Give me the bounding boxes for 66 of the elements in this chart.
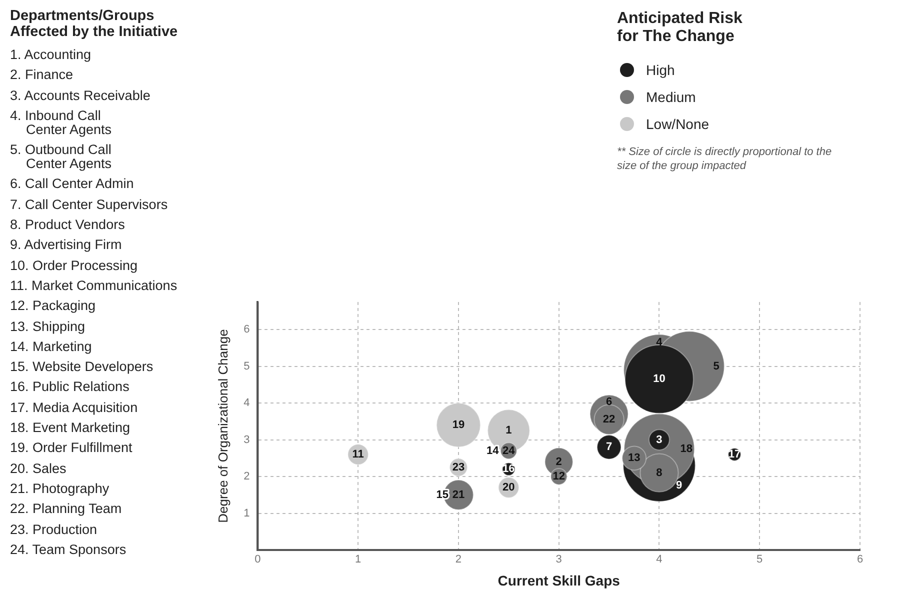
text: 2. Finance [10, 67, 74, 82]
text: ** Size of circle is directly proportional to the size of the group impacted [617, 145, 832, 173]
text: 17. Media Acquisition [10, 400, 139, 415]
x-tick-label: 4 [656, 554, 662, 566]
y-tick-label: 1 [244, 507, 250, 520]
annotation: 19 [452, 419, 465, 432]
text: 12. Packaging [10, 298, 97, 314]
y-axis-title: Degree of Organizational Change [215, 329, 230, 523]
annotation: 23 [452, 461, 465, 474]
y-tick-label: 6 [244, 324, 250, 336]
text: 5. Outbound Call Center Agents [10, 142, 113, 172]
y-tick-label: 4 [244, 397, 250, 410]
text: 8. Product Vendors [10, 217, 126, 232]
x-tick-label: 0 [254, 554, 261, 566]
text: 23. Production [10, 522, 98, 537]
text: 18. Event Marketing [10, 420, 132, 436]
text: 7. Call Center Supervisors [10, 196, 169, 212]
annotation: 17 [728, 448, 741, 461]
legend-label: Medium [646, 88, 696, 104]
text: 19. Order Fulfillment [10, 440, 134, 456]
text: 14. Marketing [10, 338, 93, 354]
annotation: 14 [486, 444, 500, 457]
annotation: 18 [680, 442, 692, 455]
annotation: 8 [656, 466, 662, 479]
annotation: 24 [502, 444, 516, 457]
text: 3. Accounts Receivable [10, 88, 152, 103]
text: 20. Sales [10, 460, 68, 476]
annotation: 21 [452, 488, 465, 501]
text: 24. Team Sponsors [10, 542, 128, 557]
annotation: 16 [502, 463, 515, 476]
legend-title: Anticipated Risk for The Change [617, 10, 744, 46]
annotation: 20 [502, 482, 515, 494]
y-tick-label: 2 [244, 470, 250, 483]
x-tick-label: 2 [455, 554, 462, 566]
annotation: 11 [352, 448, 364, 461]
text: 15. Website Developers [10, 359, 154, 374]
annotation: 5 [713, 360, 720, 372]
text: 22. Planning Team [10, 501, 123, 516]
legend-label: Low/None [646, 116, 710, 132]
text: Departments/Groups Affected by the Initiative [10, 8, 179, 40]
text: 4. Inbound Call Center Agents [10, 108, 113, 137]
text: 21. Photography [10, 480, 110, 496]
x-tick-label: 1 [355, 554, 362, 566]
annotation: 2 [556, 456, 562, 468]
text: 11. Market Communications [10, 278, 178, 293]
text: 6. Call Center Admin [10, 176, 135, 192]
annotation: 7 [606, 441, 612, 454]
text: 9. Advertising Firm [10, 237, 123, 252]
x-axis-title: Current Skill Gaps [498, 572, 620, 588]
annotation: 3 [656, 434, 662, 446]
y-tick-label: 5 [244, 360, 250, 372]
legend-label: High [646, 62, 675, 78]
text: 1. Accounting [10, 47, 92, 62]
text: 16. Public Relations [10, 379, 130, 394]
text: 10. Order Processing [10, 258, 139, 273]
x-tick-label: 5 [756, 554, 763, 566]
text: 13. Shipping [10, 318, 86, 334]
annotation: 22 [602, 414, 616, 426]
annotation: 1 [506, 424, 512, 437]
annotation: 6 [606, 396, 612, 408]
x-tick-label: 6 [856, 554, 864, 566]
annotation: 9 [676, 479, 682, 492]
annotation: 12 [552, 470, 565, 483]
annotation: 13 [628, 452, 640, 464]
y-tick-label: 3 [244, 434, 250, 446]
x-tick-label: 3 [556, 554, 562, 566]
